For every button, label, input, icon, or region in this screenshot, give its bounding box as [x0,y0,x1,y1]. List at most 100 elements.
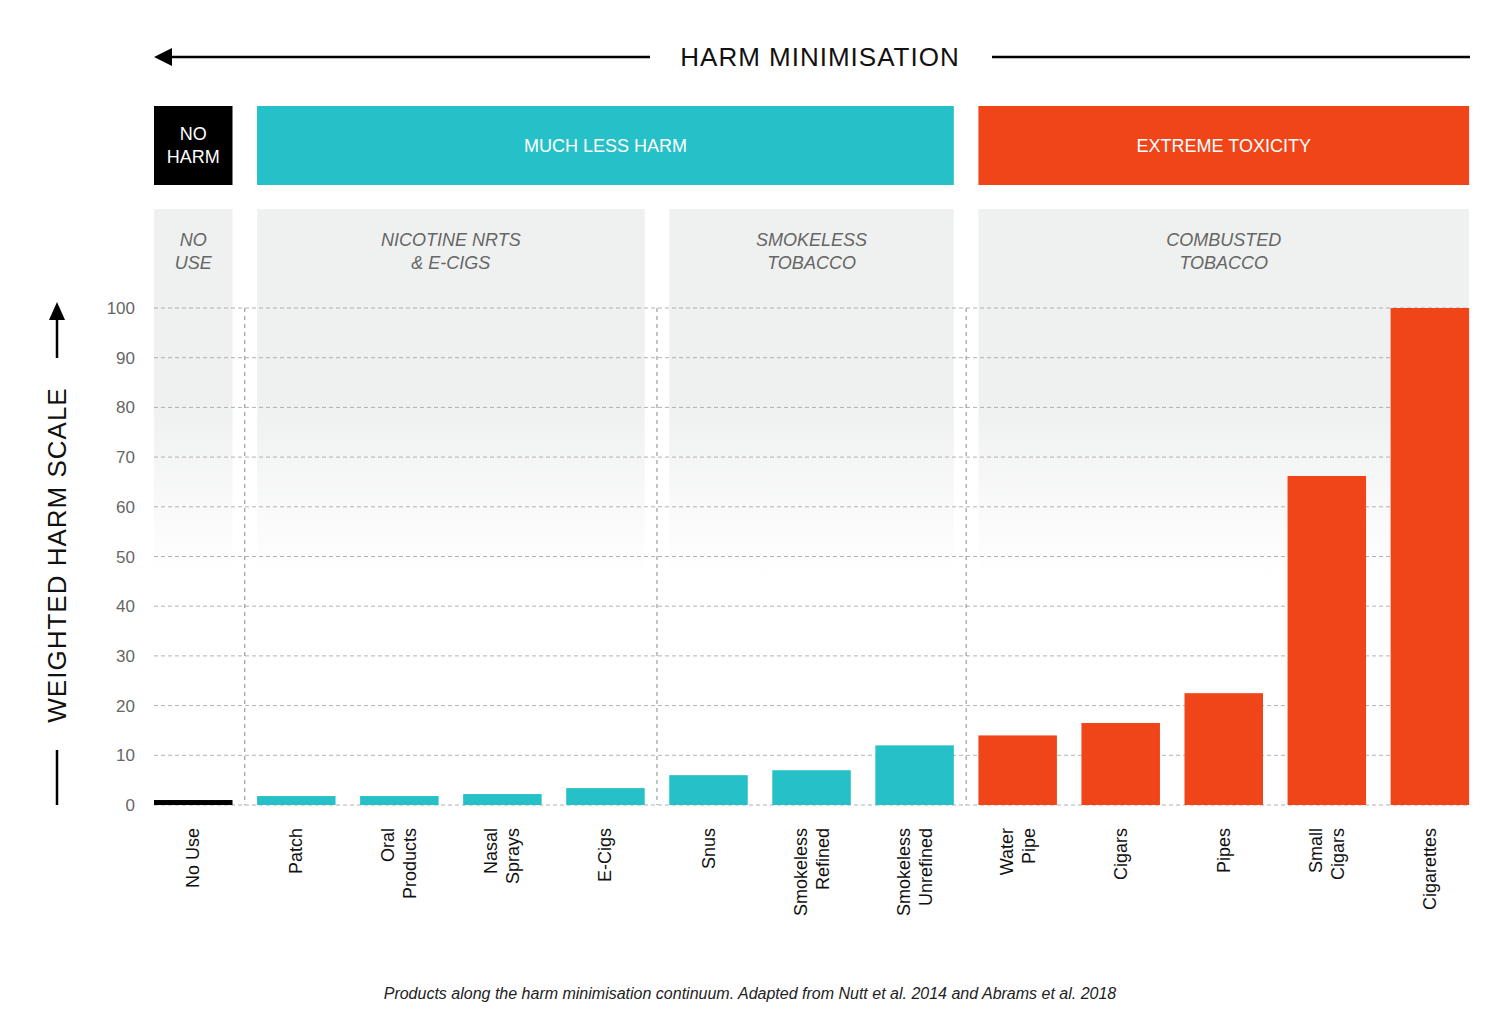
x-tick-label-line: Products [400,828,420,899]
x-tick-label-line: Cigars [1328,828,1348,880]
bar [463,794,542,805]
subgroup-label-line: USE [175,253,213,273]
bar [154,800,233,805]
subgroup-label-line: COMBUSTED [1166,230,1281,250]
x-tick-label-line: Smokeless [791,828,811,916]
x-tick-label: SmallCigars [1306,828,1348,880]
y-tick-label: 60 [116,498,135,517]
x-tick-label-line: No Use [183,828,203,888]
bar [360,796,439,805]
grid-line [154,457,1469,458]
grid-line [154,308,1469,309]
x-tick-label: Pipes [1214,828,1234,873]
group-separator [244,308,245,805]
x-tick-label-line: Water [997,828,1017,875]
bar [875,745,954,805]
x-tick-label-line: Small [1306,828,1326,873]
subgroup-label-line: SMOKELESS [756,230,867,250]
category-label-group: Snus [699,828,719,869]
subgroup-label-line: TOBACCO [1179,253,1268,273]
x-tick-label: Snus [699,828,719,869]
grid-line [154,357,1469,358]
caption: Products along the harm minimisation con… [384,985,1117,1002]
category-label-group: SmokelessUnrefined [894,828,936,916]
category-label-group: Cigarettes [1420,828,1440,910]
subgroup-label: NO USE [175,230,213,273]
y-axis-title-group: WEIGHTED HARM SCALE [42,387,72,722]
subgroup-label-line: NO [180,230,207,250]
x-tick-label-line: Sprays [503,828,523,884]
x-tick-label: NasalSprays [481,828,523,884]
bar [1081,723,1160,805]
x-tick-label-line: Patch [286,828,306,874]
grid-line [154,655,1469,656]
group-label-line: HARM [167,147,220,167]
y-tick-label: 70 [116,448,135,467]
category-label-group: OralProducts [378,828,420,899]
group-label-line: MUCH LESS HARM [524,136,687,156]
bar [669,775,748,805]
subgroup-label: COMBUSTED TOBACCO [1166,230,1281,273]
x-tick-label: SmokelessRefined [791,828,833,916]
bar [566,788,645,805]
group-label-line: EXTREME TOXICITY [1137,136,1311,156]
x-tick-label-line: Pipe [1019,828,1039,864]
group-band [154,106,233,185]
x-tick-label-line: Pipes [1214,828,1234,873]
bars [154,308,1469,805]
group-band [257,106,954,185]
x-tick-label-line: Snus [699,828,719,869]
category-label-group: Cigars [1111,828,1131,880]
title: HARM MINIMISATION [680,42,959,72]
x-tick-label-line: Unrefined [916,828,936,906]
x-tick-label: OralProducts [378,828,420,899]
category-label-group: Pipes [1214,828,1234,873]
chart: HARM MINIMISATION NO USE NO HARM NICOTINE NRT… [0,0,1500,1030]
group-band [978,106,1469,185]
bar [257,796,336,805]
x-tick-label-line: Refined [813,828,833,890]
category-label-group: NasalSprays [481,828,523,884]
category-label-group: SmokelessRefined [791,828,833,916]
x-tick-label: WaterPipe [997,828,1039,875]
subgroup-label-line: & E-CIGS [411,253,490,273]
subgroup-label-line: NICOTINE NRTS [381,230,521,250]
x-tick-label: Patch [286,828,306,874]
x-tick-label: SmokelessUnrefined [894,828,936,916]
header-arrow-line [166,56,650,59]
group-separator [656,308,657,805]
x-tick-label-line: Oral [378,828,398,862]
group-label: NO HARM [167,124,220,167]
header-line [992,56,1470,59]
y-axis-title: WEIGHTED HARM SCALE [42,387,72,722]
y-tick-label: 50 [116,548,135,567]
x-tick-label: Cigars [1111,828,1131,880]
bar [978,735,1057,805]
group-label: EXTREME TOXICITY [1137,136,1311,156]
y-tick-label: 100 [107,299,135,318]
y-tick-label: 30 [116,647,135,666]
category-label-group: No Use [183,828,203,888]
category-label-group: Patch [286,828,306,874]
grid-line [154,506,1469,507]
subgroup-label: SMOKELESS TOBACCO [756,230,867,273]
category-label-group: WaterPipe [997,828,1039,875]
y-tick-label: 20 [116,697,135,716]
group-separator [966,308,967,805]
x-tick-label-line: Cigarettes [1420,828,1440,910]
category-label-group: E-Cigs [595,828,615,882]
y-axis-arrow-line [56,318,59,358]
bar [1185,693,1264,805]
subgroup-label-line: TOBACCO [767,253,856,273]
grid-line [154,705,1469,706]
group-label-line: NO [180,124,207,144]
y-tick-label: 90 [116,349,135,368]
x-tick-label: Cigarettes [1420,828,1440,910]
y-tick-label: 10 [116,746,135,765]
subgroup-label: NICOTINE NRTS & E-CIGS [381,230,521,273]
y-tick-label: 0 [126,796,135,815]
bar [1288,476,1367,805]
y-axis-arrow-head [49,302,65,320]
bar [1391,308,1470,805]
grid-line [154,755,1469,756]
